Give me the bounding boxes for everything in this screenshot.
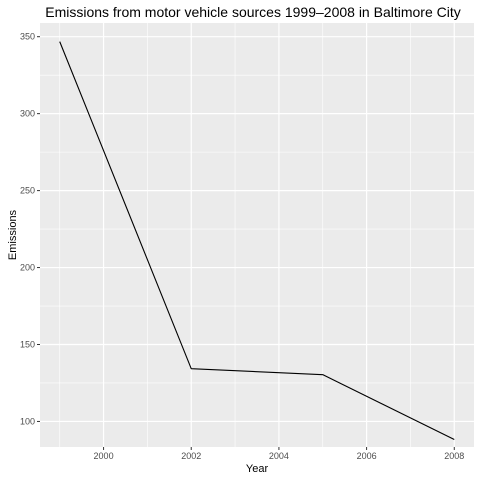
- y-axis-title: Emissions: [7, 209, 19, 260]
- plot-panel: [40, 23, 474, 447]
- x-tick-label: 2000: [94, 451, 114, 461]
- y-tick-label: 200: [20, 263, 35, 273]
- y-tick-label: 250: [20, 186, 35, 196]
- y-axis-ticks: 100 150 200 250 300 350: [20, 32, 40, 426]
- major-gridlines: [40, 23, 474, 447]
- chart-title: Emissions from motor vehicle sources 199…: [45, 4, 461, 20]
- series-line: [59, 41, 455, 440]
- x-tick-label: 2002: [181, 451, 201, 461]
- x-axis-ticks: 2000 2002 2004 2006 2008: [94, 447, 464, 461]
- x-tick-label: 2004: [269, 451, 289, 461]
- series-layer: [59, 41, 455, 440]
- y-tick-label: 300: [20, 109, 35, 119]
- x-tick-label: 2006: [357, 451, 377, 461]
- minor-gridlines: [40, 23, 474, 447]
- y-tick-label: 150: [20, 340, 35, 350]
- y-tick-label: 100: [20, 416, 35, 426]
- x-tick-label: 2008: [444, 451, 464, 461]
- y-tick-label: 350: [20, 32, 35, 42]
- x-axis-title: Year: [246, 463, 269, 475]
